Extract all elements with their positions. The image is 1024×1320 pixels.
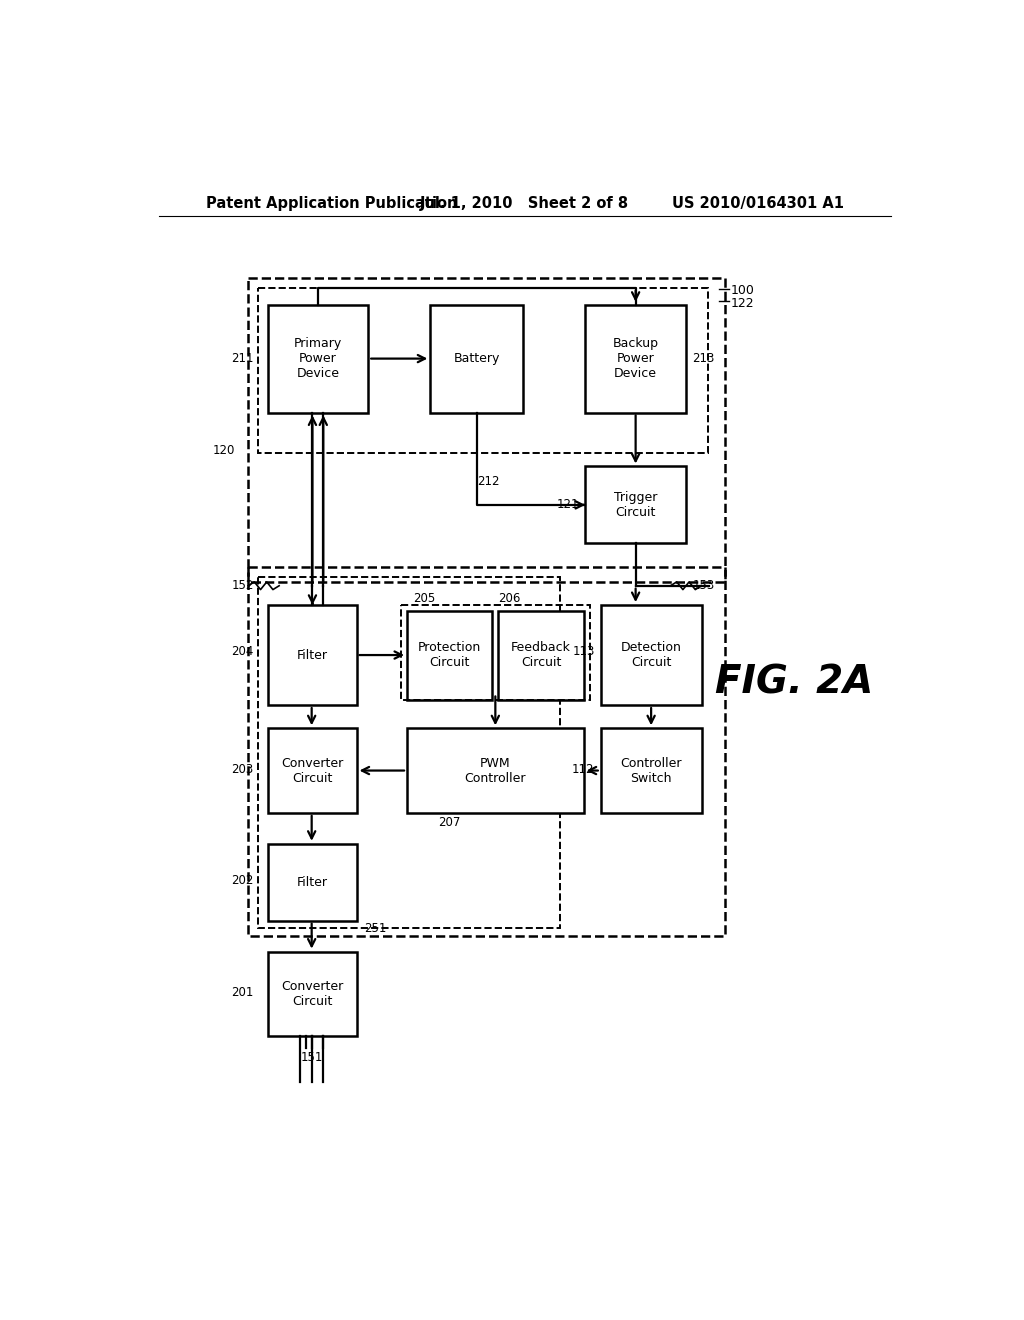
- Bar: [258, 288, 708, 453]
- Bar: [267, 305, 369, 412]
- Text: 122: 122: [731, 297, 755, 310]
- Bar: [400, 605, 590, 700]
- Text: Jul. 1, 2010   Sheet 2 of 8: Jul. 1, 2010 Sheet 2 of 8: [420, 195, 630, 211]
- Text: Protection
Circuit: Protection Circuit: [418, 642, 481, 669]
- Text: Detection
Circuit: Detection Circuit: [621, 642, 682, 669]
- Text: 151: 151: [300, 1051, 323, 1064]
- Bar: [499, 611, 584, 700]
- Bar: [267, 605, 356, 705]
- Bar: [248, 277, 725, 582]
- Text: Primary
Power
Device: Primary Power Device: [294, 337, 342, 380]
- Text: Backup
Power
Device: Backup Power Device: [612, 337, 658, 380]
- Text: US 2010/0164301 A1: US 2010/0164301 A1: [672, 195, 844, 211]
- Bar: [258, 577, 560, 928]
- Text: 112: 112: [572, 763, 595, 776]
- Text: Converter
Circuit: Converter Circuit: [281, 756, 343, 784]
- Text: 211: 211: [231, 352, 254, 366]
- Text: 113: 113: [572, 644, 595, 657]
- Text: Trigger
Circuit: Trigger Circuit: [614, 491, 657, 519]
- Bar: [601, 605, 701, 705]
- Text: 121: 121: [557, 499, 579, 511]
- Text: Converter
Circuit: Converter Circuit: [281, 979, 343, 1008]
- Text: Patent Application Publication: Patent Application Publication: [206, 195, 457, 211]
- Text: 100: 100: [731, 284, 755, 297]
- Text: 152: 152: [231, 579, 254, 593]
- Text: 207: 207: [438, 816, 461, 829]
- Text: Controller
Switch: Controller Switch: [621, 756, 682, 784]
- Bar: [407, 729, 584, 813]
- Bar: [430, 305, 523, 412]
- Text: 206: 206: [499, 593, 521, 606]
- Text: PWM
Controller: PWM Controller: [465, 756, 526, 784]
- Bar: [248, 566, 725, 936]
- Text: 212: 212: [477, 475, 500, 488]
- Text: 205: 205: [414, 593, 435, 606]
- Bar: [267, 843, 356, 921]
- Text: 204: 204: [231, 644, 254, 657]
- Text: 213: 213: [692, 352, 715, 366]
- Text: 120: 120: [213, 445, 234, 458]
- Bar: [267, 952, 356, 1036]
- Text: Filter: Filter: [297, 875, 328, 888]
- Text: 202: 202: [231, 874, 254, 887]
- Text: FIG. 2A: FIG. 2A: [716, 663, 873, 701]
- Text: 251: 251: [365, 921, 387, 935]
- Bar: [407, 611, 493, 700]
- Text: 203: 203: [231, 763, 254, 776]
- Text: 201: 201: [231, 986, 254, 999]
- Bar: [586, 466, 686, 544]
- Text: Battery: Battery: [454, 352, 500, 366]
- Text: 153: 153: [692, 579, 715, 593]
- Bar: [601, 729, 701, 813]
- Text: Feedback
Circuit: Feedback Circuit: [511, 642, 571, 669]
- Bar: [586, 305, 686, 412]
- Bar: [267, 729, 356, 813]
- Text: Filter: Filter: [297, 648, 328, 661]
